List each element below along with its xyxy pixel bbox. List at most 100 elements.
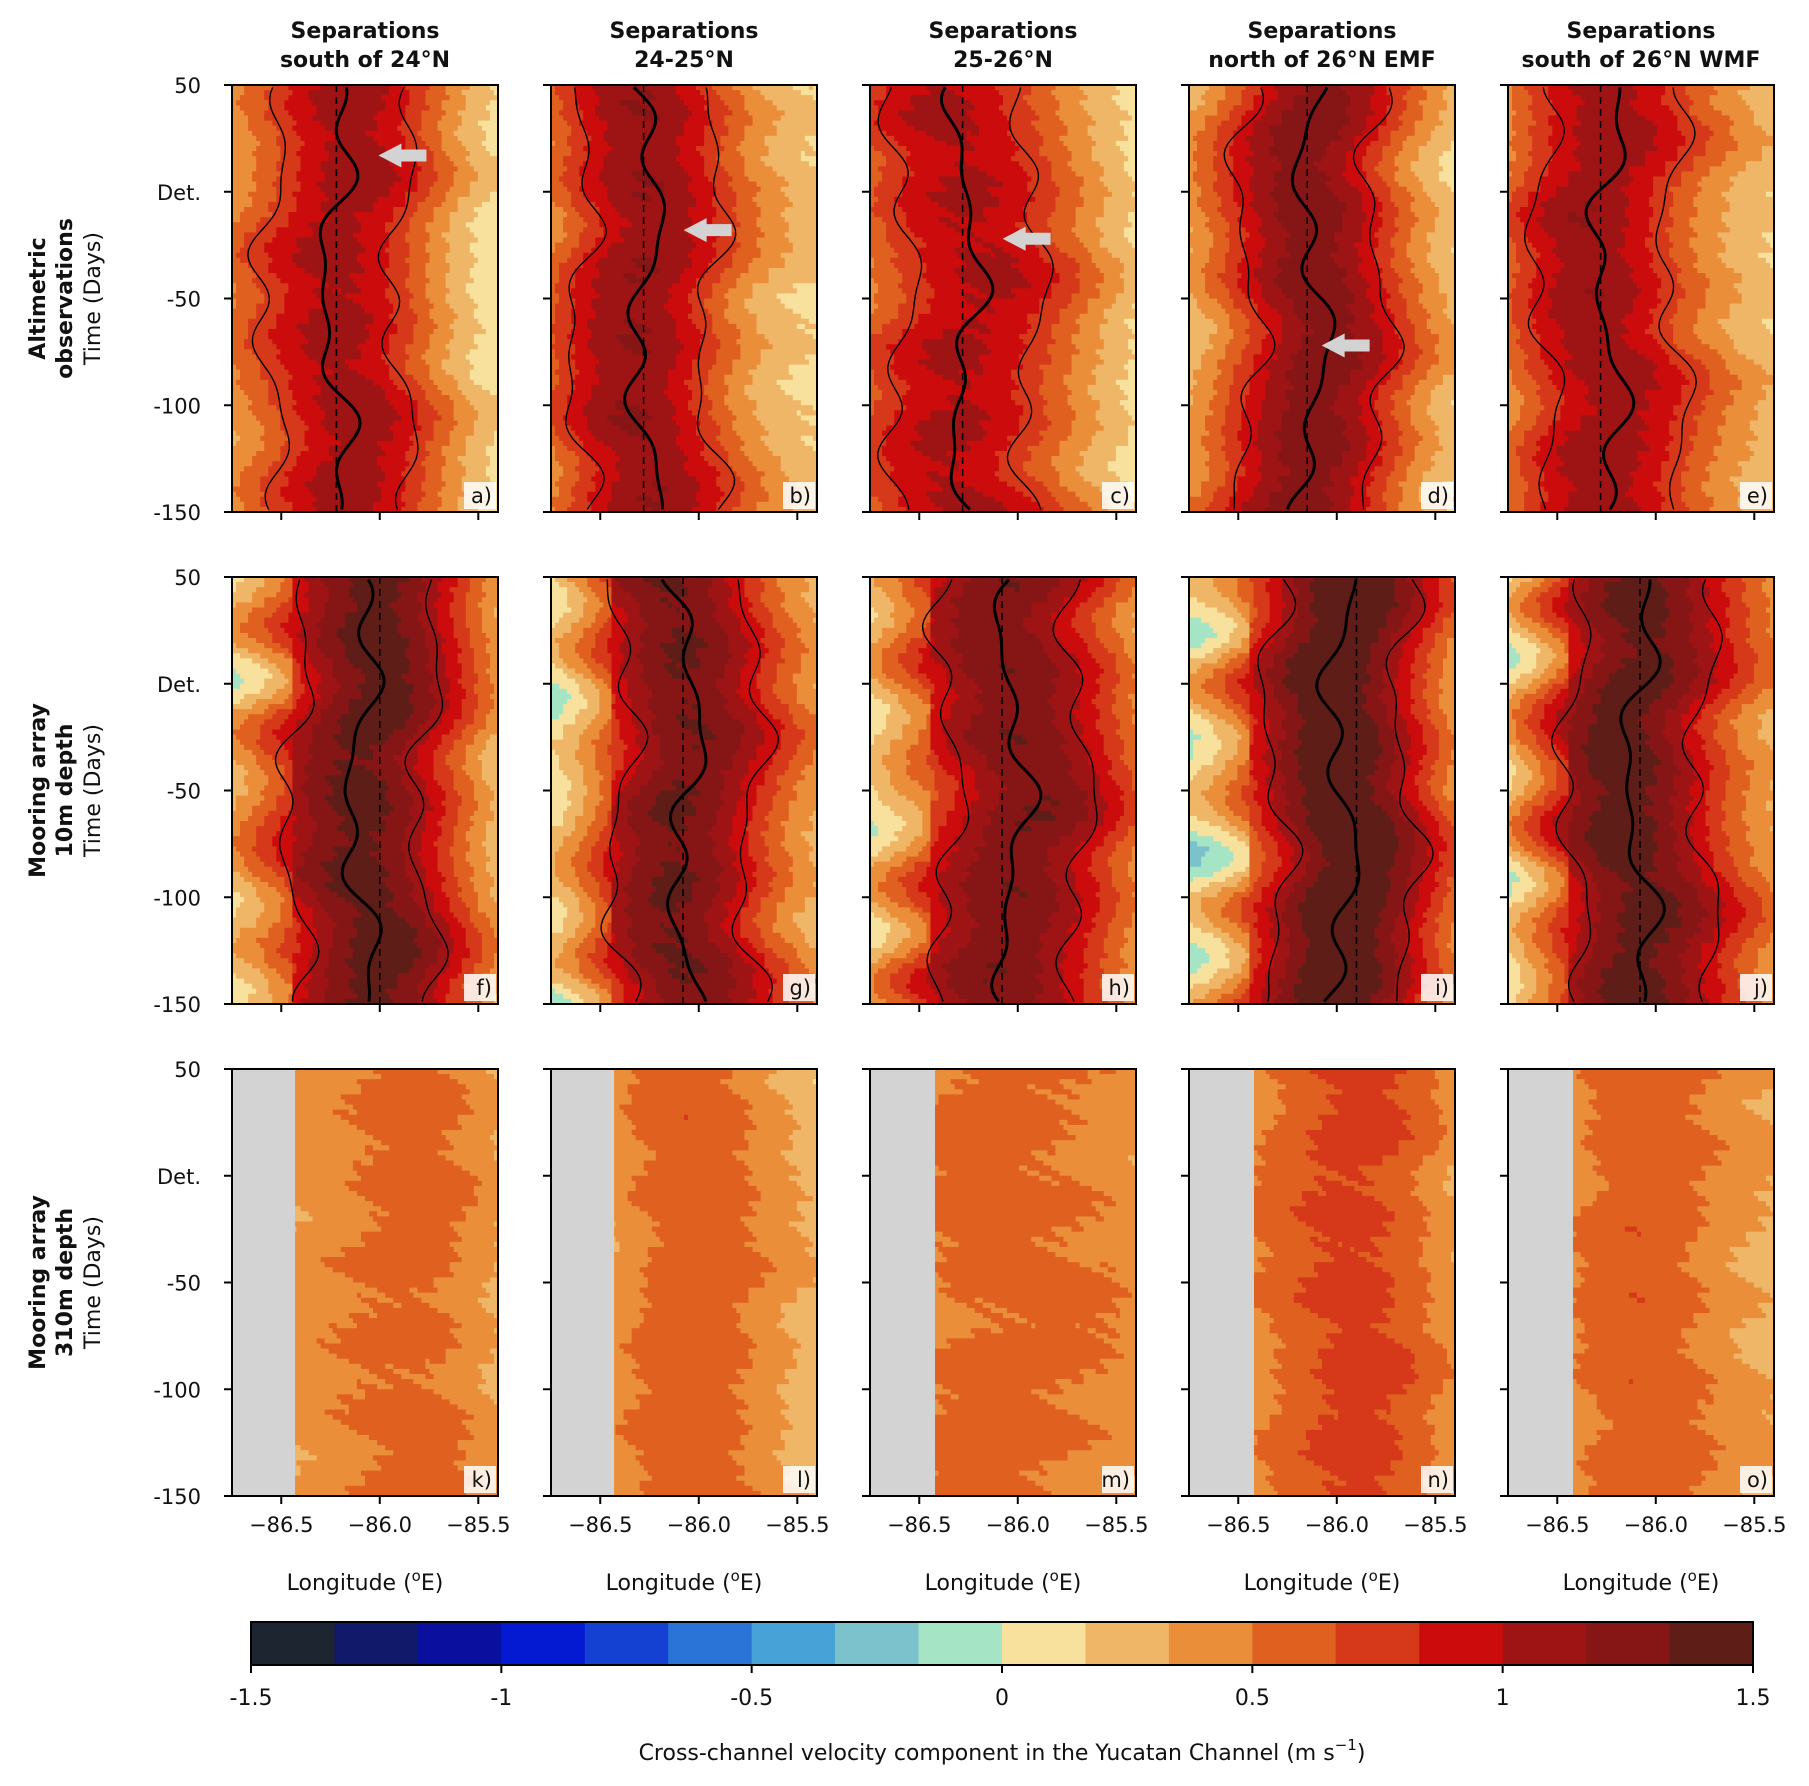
velocity-cell bbox=[458, 268, 463, 274]
velocity-cell bbox=[284, 293, 289, 299]
velocity-cell bbox=[353, 207, 358, 213]
velocity-cell bbox=[337, 258, 342, 264]
velocity-cell bbox=[458, 95, 463, 101]
velocity-cell bbox=[490, 212, 495, 218]
velocity-cell bbox=[486, 192, 491, 198]
velocity-cell bbox=[490, 288, 495, 294]
velocity-cell bbox=[325, 100, 330, 106]
velocity-cell bbox=[454, 304, 459, 310]
velocity-cell bbox=[466, 349, 471, 355]
velocity-cell bbox=[425, 288, 430, 294]
velocity-cell bbox=[321, 177, 326, 183]
velocity-cell bbox=[292, 207, 297, 213]
velocity-cell bbox=[409, 329, 414, 335]
velocity-cell bbox=[381, 197, 386, 203]
velocity-cell bbox=[393, 136, 398, 142]
velocity-cell bbox=[401, 268, 406, 274]
velocity-cell bbox=[385, 365, 390, 371]
velocity-cell bbox=[313, 344, 318, 350]
velocity-cell bbox=[454, 212, 459, 218]
velocity-cell bbox=[470, 146, 475, 152]
velocity-cell bbox=[401, 354, 406, 360]
velocity-cell bbox=[236, 421, 241, 427]
velocity-cell bbox=[413, 334, 418, 340]
velocity-cell bbox=[248, 360, 253, 366]
velocity-cell bbox=[486, 207, 491, 213]
velocity-cell bbox=[345, 354, 350, 360]
velocity-cell bbox=[244, 141, 249, 147]
velocity-cell bbox=[421, 299, 426, 305]
velocity-cell bbox=[317, 126, 322, 132]
velocity-cell bbox=[284, 192, 289, 198]
velocity-cell bbox=[442, 278, 447, 284]
velocity-cell bbox=[490, 263, 495, 269]
velocity-cell bbox=[296, 360, 301, 366]
velocity-cell bbox=[365, 182, 370, 188]
velocity-cell bbox=[462, 441, 467, 447]
velocity-cell bbox=[454, 207, 459, 213]
velocity-cell bbox=[305, 410, 310, 416]
velocity-cell bbox=[365, 344, 370, 350]
velocity-cell bbox=[369, 273, 374, 279]
velocity-cell bbox=[276, 446, 281, 452]
velocity-cell bbox=[284, 95, 289, 101]
velocity-cell bbox=[425, 166, 430, 172]
velocity-cell bbox=[260, 415, 265, 421]
velocity-cell bbox=[373, 141, 378, 147]
velocity-cell bbox=[369, 451, 374, 457]
velocity-cell bbox=[377, 161, 382, 167]
velocity-cell bbox=[421, 400, 426, 406]
velocity-cell bbox=[236, 400, 241, 406]
velocity-cell bbox=[236, 415, 241, 421]
velocity-cell bbox=[317, 258, 322, 264]
velocity-cell bbox=[442, 268, 447, 274]
velocity-cell bbox=[385, 131, 390, 137]
velocity-cell bbox=[381, 410, 386, 416]
velocity-cell bbox=[389, 177, 394, 183]
velocity-cell bbox=[325, 365, 330, 371]
velocity-cell bbox=[353, 421, 358, 427]
velocity-cell bbox=[450, 207, 455, 213]
velocity-cell bbox=[438, 136, 443, 142]
velocity-cell bbox=[446, 293, 451, 299]
velocity-cell bbox=[377, 309, 382, 315]
velocity-cell bbox=[462, 436, 467, 442]
velocity-cell bbox=[301, 299, 306, 305]
velocity-cell bbox=[272, 197, 277, 203]
velocity-cell bbox=[450, 421, 455, 427]
velocity-cell bbox=[458, 365, 463, 371]
velocity-cell bbox=[397, 354, 402, 360]
velocity-cell bbox=[450, 156, 455, 162]
velocity-cell bbox=[474, 405, 479, 411]
velocity-cell bbox=[401, 278, 406, 284]
velocity-cell bbox=[454, 192, 459, 198]
velocity-cell bbox=[353, 365, 358, 371]
velocity-cell bbox=[377, 95, 382, 101]
velocity-cell bbox=[252, 446, 257, 452]
velocity-cell bbox=[434, 400, 439, 406]
velocity-cell bbox=[474, 258, 479, 264]
velocity-cell bbox=[434, 314, 439, 320]
velocity-cell bbox=[385, 192, 390, 198]
velocity-cell bbox=[446, 177, 451, 183]
velocity-cell bbox=[490, 344, 495, 350]
velocity-cell bbox=[413, 319, 418, 325]
velocity-cell bbox=[389, 166, 394, 172]
velocity-cell bbox=[313, 126, 318, 132]
velocity-cell bbox=[446, 334, 451, 340]
velocity-cell bbox=[317, 314, 322, 320]
velocity-cell bbox=[268, 354, 273, 360]
velocity-cell bbox=[305, 390, 310, 396]
velocity-cell bbox=[417, 349, 422, 355]
velocity-cell bbox=[361, 207, 366, 213]
velocity-cell bbox=[248, 283, 253, 289]
velocity-cell bbox=[486, 354, 491, 360]
velocity-cell bbox=[337, 344, 342, 350]
velocity-cell bbox=[442, 329, 447, 335]
velocity-cell bbox=[353, 309, 358, 315]
velocity-cell bbox=[317, 441, 322, 447]
velocity-cell bbox=[373, 192, 378, 198]
velocity-cell bbox=[369, 441, 374, 447]
velocity-cell bbox=[385, 182, 390, 188]
velocity-cell bbox=[345, 314, 350, 320]
